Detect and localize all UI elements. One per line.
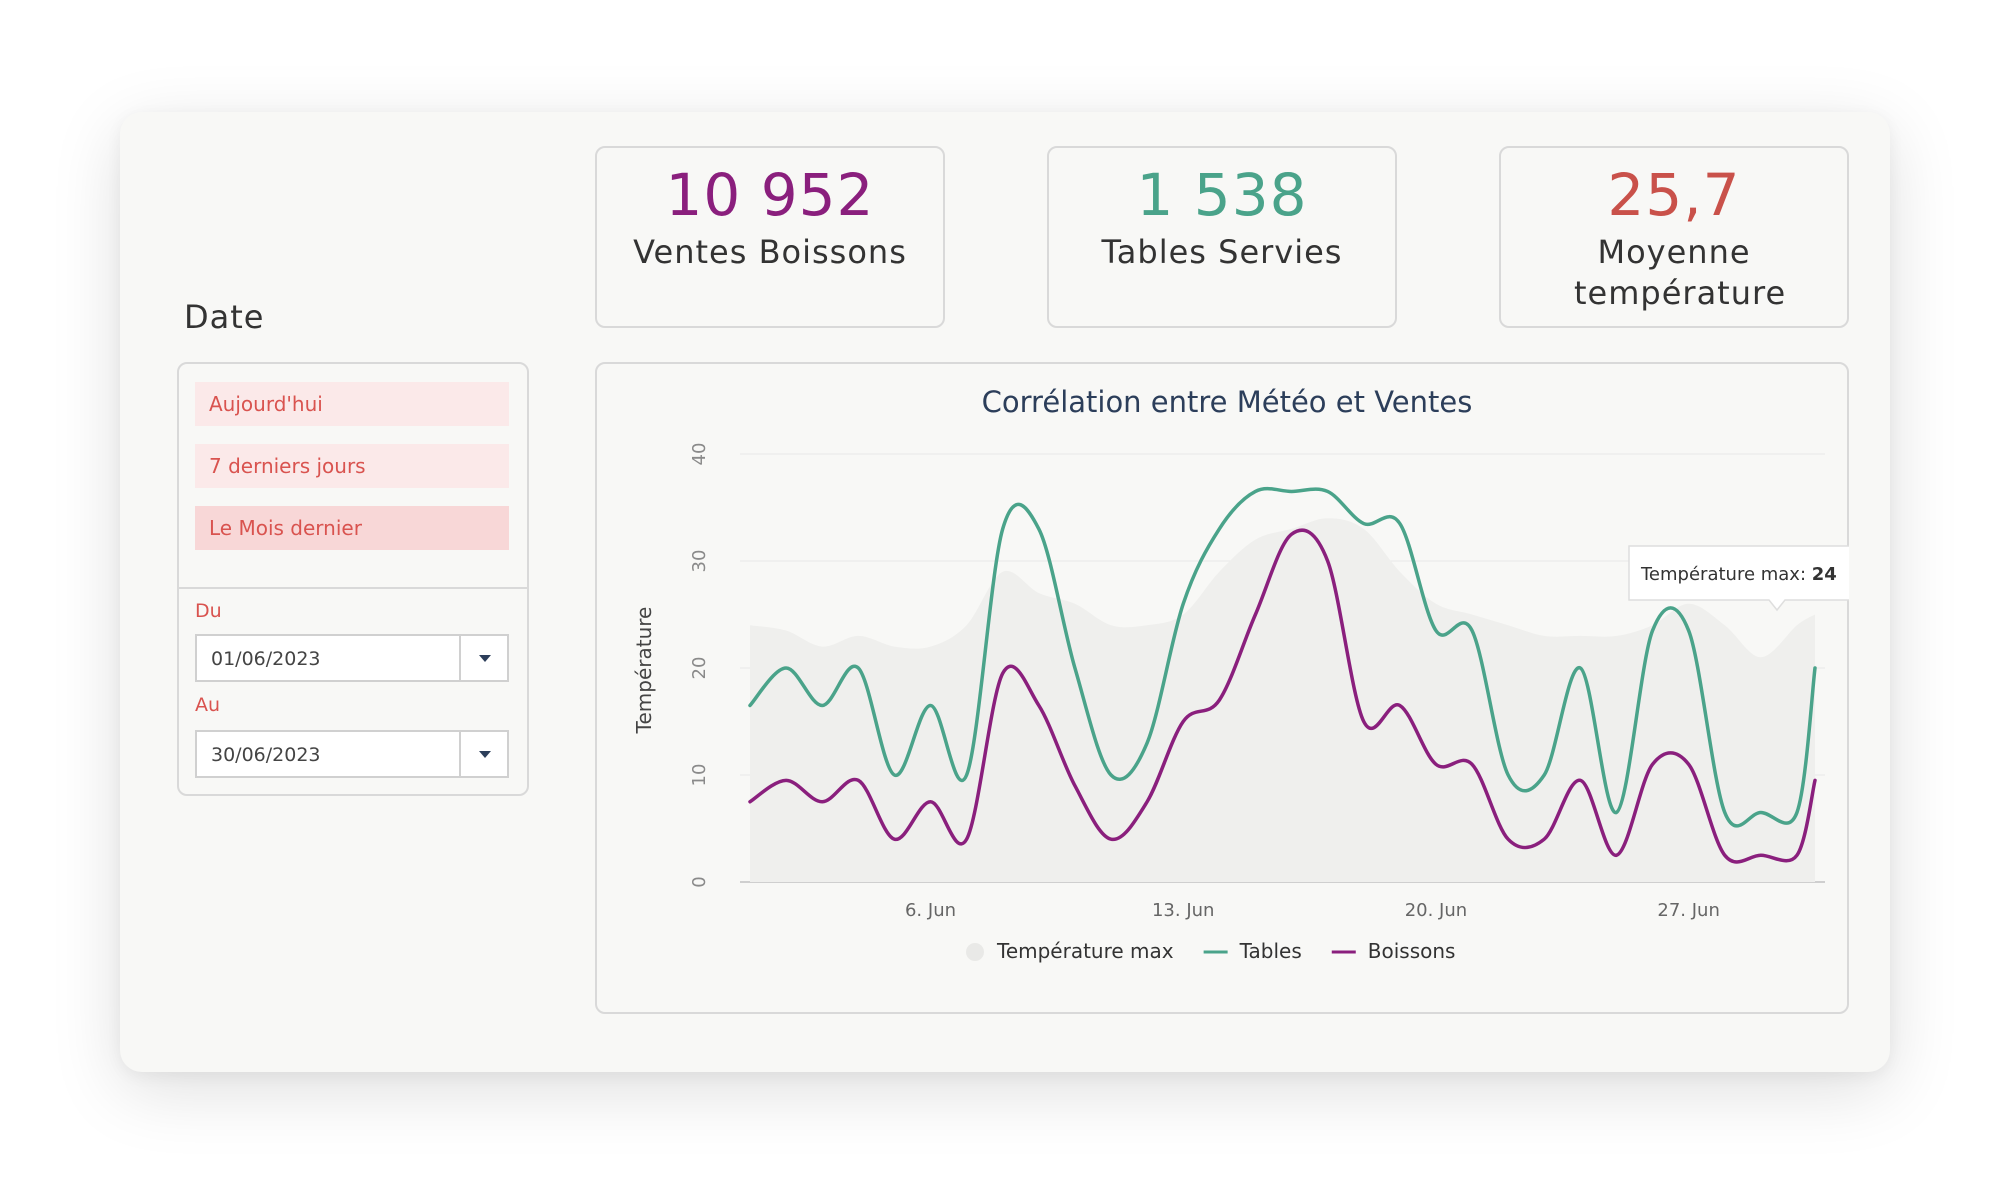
- filter-divider: [179, 587, 527, 589]
- x-tick-label: 13. Jun: [1152, 900, 1214, 921]
- kpi-value: 1 538: [1136, 161, 1308, 229]
- y-tick-label: 30: [689, 550, 710, 573]
- preset-today[interactable]: Aujourd'hui: [195, 382, 509, 426]
- x-tick-label: 20. Jun: [1405, 900, 1467, 921]
- kpi-label: Moyenne température: [1574, 232, 1787, 313]
- from-date-dropdown-button[interactable]: [459, 636, 507, 680]
- kpi-label: Tables Servies: [1101, 232, 1343, 271]
- from-date-input[interactable]: 01/06/2023: [195, 634, 509, 682]
- from-label: Du: [195, 600, 222, 622]
- legend-label: Température max: [996, 939, 1174, 963]
- legend-marker: [966, 943, 984, 961]
- series-layer: [748, 486, 1817, 882]
- preset-last-month[interactable]: Le Mois dernier: [195, 506, 509, 550]
- tooltip: Température max: 24: [1628, 545, 1849, 612]
- kpi-label: Ventes Boissons: [633, 232, 907, 271]
- y-tick-label: 20: [689, 657, 710, 680]
- from-date-value: 01/06/2023: [211, 648, 321, 670]
- x-tick-label: 6. Jun: [905, 900, 956, 921]
- chevron-down-icon: [479, 655, 491, 662]
- line-tables: [748, 486, 1817, 828]
- to-date-input[interactable]: 30/06/2023: [195, 730, 509, 778]
- to-date-value: 30/06/2023: [211, 744, 321, 766]
- line-boissons: [748, 528, 1817, 864]
- chart-title: Corrélation entre Météo et Ventes: [982, 385, 1473, 419]
- preset-last-7-days[interactable]: 7 derniers jours: [195, 444, 509, 488]
- date-filter: Aujourd'hui 7 derniers jours Le Mois der…: [177, 362, 529, 796]
- date-filter-title: Date: [184, 298, 265, 336]
- y-tick-label: 10: [689, 764, 710, 787]
- x-tick-label: 27. Jun: [1657, 900, 1719, 921]
- correlation-chart: Corrélation entre Météo et Ventes Tempér…: [632, 385, 1849, 963]
- kpi-value: 10 952: [665, 161, 875, 229]
- to-label: Au: [195, 694, 221, 716]
- tooltip-text: Température max: 24: [1640, 564, 1837, 585]
- legend: Température max Tables Boissons: [966, 939, 1455, 963]
- area-temp-rature-max: [750, 518, 1815, 882]
- kpi-card-tables: 1 538 Tables Servies: [1047, 146, 1397, 328]
- y-axis-label: Température: [632, 607, 656, 735]
- y-tick-labels: 0 10 20 30 40: [689, 443, 710, 888]
- kpi-card-boissons: 10 952 Ventes Boissons: [595, 146, 945, 328]
- kpi-value: 25,7: [1607, 161, 1741, 229]
- to-date-dropdown-button[interactable]: [459, 732, 507, 776]
- legend-label: Boissons: [1368, 939, 1456, 963]
- tooltip-box: [1628, 545, 1849, 612]
- y-tick-label: 0: [689, 876, 710, 887]
- y-tick-label: 40: [689, 443, 710, 466]
- kpi-card-temperature: 25,7 Moyenne température: [1499, 146, 1849, 328]
- x-tick-labels: 6. Jun 13. Jun 20. Jun 27. Jun: [905, 900, 1720, 921]
- legend-label: Tables: [1239, 939, 1302, 963]
- chevron-down-icon: [479, 751, 491, 758]
